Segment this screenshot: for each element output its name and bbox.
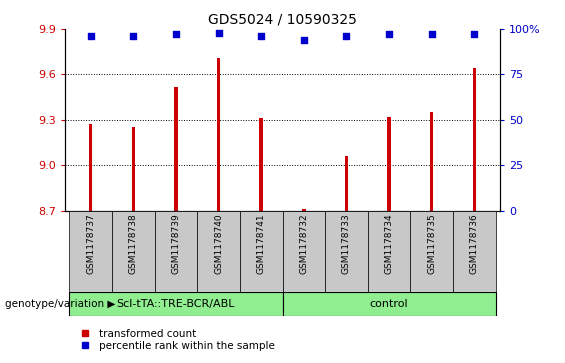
Bar bbox=[368, 211, 410, 292]
Title: GDS5024 / 10590325: GDS5024 / 10590325 bbox=[208, 12, 357, 26]
Point bbox=[214, 30, 223, 36]
Bar bbox=[240, 211, 282, 292]
Bar bbox=[430, 112, 433, 211]
Bar bbox=[473, 68, 476, 211]
Bar bbox=[132, 127, 135, 211]
Bar bbox=[325, 211, 368, 292]
Text: GSM1178738: GSM1178738 bbox=[129, 213, 138, 274]
Bar bbox=[302, 209, 306, 211]
Bar bbox=[174, 86, 177, 211]
Text: GSM1178736: GSM1178736 bbox=[470, 213, 479, 274]
Bar bbox=[69, 211, 112, 292]
Text: GSM1178735: GSM1178735 bbox=[427, 213, 436, 274]
Bar bbox=[69, 292, 282, 316]
Point bbox=[470, 32, 479, 37]
Text: GSM1178734: GSM1178734 bbox=[385, 213, 394, 274]
Bar bbox=[155, 211, 197, 292]
Bar bbox=[410, 211, 453, 292]
Bar bbox=[282, 292, 496, 316]
Point bbox=[129, 33, 138, 39]
Text: GSM1178740: GSM1178740 bbox=[214, 213, 223, 274]
Bar bbox=[388, 117, 391, 211]
Bar bbox=[282, 211, 325, 292]
Bar bbox=[345, 156, 348, 211]
Point bbox=[257, 33, 266, 39]
Point bbox=[86, 33, 95, 39]
Bar bbox=[259, 118, 263, 211]
Bar bbox=[453, 211, 496, 292]
Text: GSM1178737: GSM1178737 bbox=[86, 213, 95, 274]
Bar bbox=[89, 124, 92, 211]
Text: GSM1178732: GSM1178732 bbox=[299, 213, 308, 274]
Text: Scl-tTA::TRE-BCR/ABL: Scl-tTA::TRE-BCR/ABL bbox=[116, 299, 235, 309]
Text: genotype/variation ▶: genotype/variation ▶ bbox=[5, 299, 115, 309]
Point bbox=[385, 32, 394, 37]
Point bbox=[299, 37, 308, 43]
Text: control: control bbox=[370, 299, 408, 309]
Text: GSM1178741: GSM1178741 bbox=[257, 213, 266, 274]
Legend: transformed count, percentile rank within the sample: transformed count, percentile rank withi… bbox=[70, 325, 279, 355]
Bar bbox=[112, 211, 155, 292]
Point bbox=[427, 32, 436, 37]
Point bbox=[171, 32, 180, 37]
Bar bbox=[197, 211, 240, 292]
Text: GSM1178733: GSM1178733 bbox=[342, 213, 351, 274]
Text: GSM1178739: GSM1178739 bbox=[171, 213, 180, 274]
Point bbox=[342, 33, 351, 39]
Bar bbox=[217, 58, 220, 211]
